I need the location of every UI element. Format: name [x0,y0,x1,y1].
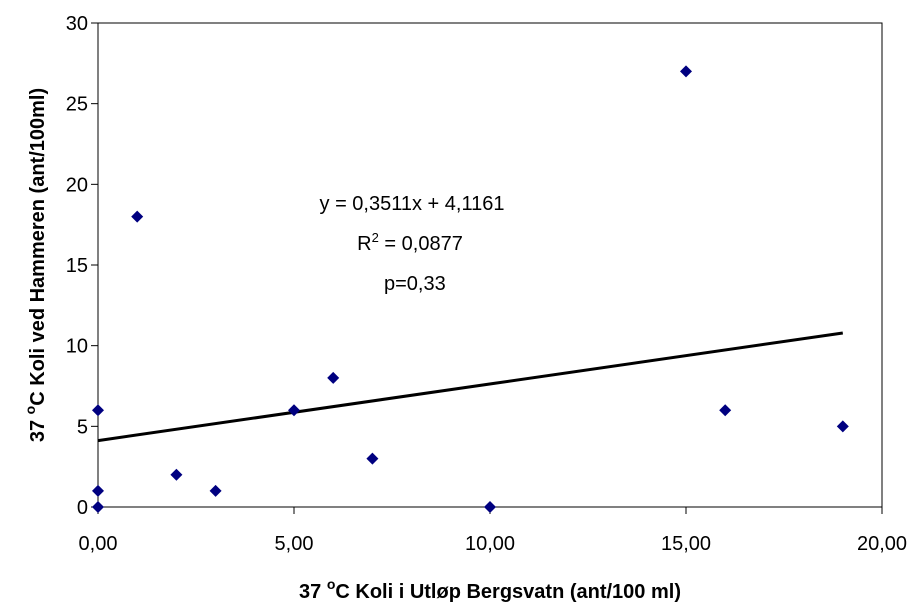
data-point [92,501,104,513]
x-tick-label: 10,00 [465,533,515,555]
y-tick-label: 25 [66,94,88,116]
trendline-group [97,331,844,443]
data-point [209,484,222,497]
data-points [92,65,849,513]
data-point [92,404,104,417]
data-point [484,501,496,513]
y-tick-label: 15 [66,255,88,277]
x-axis-title: 37 oC Koli i Utløp Bergsvatn (ant/100 ml… [299,576,681,603]
y-tick-label: 0 [77,497,88,519]
data-point [327,371,340,384]
y-tick-label: 30 [66,13,88,35]
plot-area [97,22,883,508]
data-point [680,65,692,78]
y-axis-ticks: 0 5 10 15 20 25 30 [66,13,98,519]
data-point [131,210,144,223]
x-tick-label: 20,00 [857,533,907,555]
x-tick-label: 0,00 [79,533,118,555]
data-point [366,452,379,465]
data-point [288,404,300,417]
data-point [836,420,849,433]
equation-label: y = 0,3511x + 4,1161 [320,193,505,215]
p-value-label: p=0,33 [384,273,446,295]
y-tick-label: 5 [77,416,88,438]
data-point [719,404,732,417]
data-point [92,484,104,497]
x-tick-label: 5,00 [275,533,314,555]
y-tick-label: 10 [66,336,88,358]
x-axis-ticks: 0,00 5,00 10,00 15,00 20,00 [79,507,907,555]
r-squared-label: R2 = 0,0877 [357,230,463,255]
x-tick-label: 15,00 [661,533,711,555]
trendline [97,331,844,443]
y-axis-title: 37 oC Koli ved Hammeren (ant/100ml) [22,88,49,442]
y-tick-label: 20 [66,174,88,196]
data-point [170,468,183,481]
